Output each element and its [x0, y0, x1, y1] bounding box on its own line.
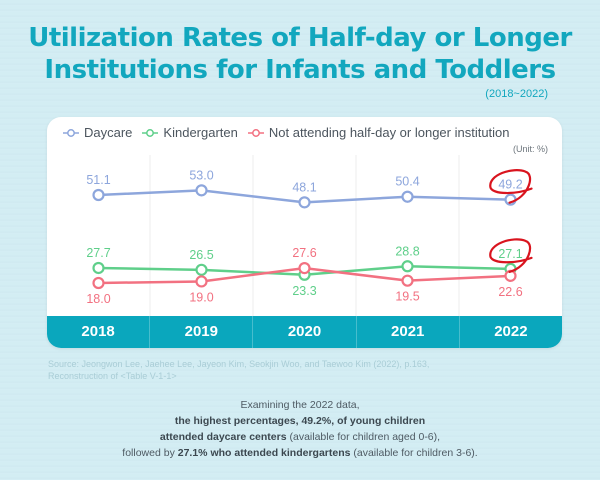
data-label-daycare: 49.2 — [498, 178, 522, 192]
legend-marker-not-attending-icon — [247, 128, 264, 137]
source-note: Source: Jeongwon Lee, Jaehee Lee, Jayeon… — [48, 358, 468, 382]
source-line-1: Source: Jeongwon Lee, Jaehee Lee, Jayeon… — [48, 359, 430, 369]
data-point-kindergarten — [401, 260, 414, 273]
legend-label-not-attending: Not attending half-day or longer institu… — [268, 125, 510, 140]
x-tick-label: 2021 — [355, 316, 459, 348]
x-tick-label: 2020 — [252, 316, 355, 348]
period-label: (2018~2022) — [485, 88, 548, 100]
title-line-1: Utilization Rates of Half-day or Longer — [28, 23, 572, 53]
data-label-daycare: 48.1 — [292, 180, 316, 194]
legend-marker-kindergarten-icon — [142, 128, 159, 137]
data-label-kindergarten: 28.8 — [395, 244, 419, 258]
caption-line-1: Examining the 2022 data, — [240, 399, 360, 411]
legend-item-not-attending: Not attending half-day or longer institu… — [247, 125, 510, 140]
caption-line-3-bold: attended daycare centers — [159, 431, 287, 443]
x-axis-year-bar: 2018 2019 2020 2021 2022 — [47, 316, 562, 348]
data-label-daycare: 51.1 — [86, 173, 110, 187]
x-tick-label: 2022 — [458, 316, 562, 348]
data-label-kindergarten: 26.5 — [189, 248, 213, 262]
source-line-2: Reconstruction of <Table V-1-1> — [48, 371, 177, 381]
data-point-kindergarten — [92, 261, 105, 275]
caption-line-4-pre: followed by — [122, 447, 178, 459]
legend-label-kindergarten: Kindergarten — [163, 125, 238, 140]
data-label-not_attending: 22.6 — [498, 285, 522, 299]
data-point-not_attending — [401, 274, 414, 287]
line-chart: 51.1 53.0 48.1 50.4 49.2 27.7 26.5 23.3 28.8 27.1… — [86, 155, 533, 316]
data-point-daycare — [92, 188, 105, 202]
highlight-circle-kindergarten — [489, 238, 533, 273]
data-label-not_attending: 19.5 — [395, 290, 419, 304]
legend-label-daycare: Daycare — [84, 125, 133, 140]
x-tick-label: 2019 — [149, 316, 252, 348]
data-label-kindergarten: 23.3 — [292, 284, 316, 298]
unit-label: (Unit: %) — [512, 144, 548, 154]
legend-item-daycare: Daycare — [63, 125, 132, 140]
data-point-kindergarten — [195, 263, 208, 276]
legend-item-kindergarten: Kindergarten — [142, 125, 238, 140]
caption-line-2-bold: the highest percentages, 49.2%, of young… — [174, 415, 426, 427]
data-point-not_attending — [298, 262, 311, 275]
chart-card: 51.1 53.0 48.1 50.4 49.2 27.7 26.5 23.3 28.8 27.1… — [47, 117, 562, 348]
data-point-not_attending — [195, 275, 208, 288]
data-label-daycare: 53.0 — [189, 168, 213, 182]
title-line-2: Institutions for Infants and Toddlers — [44, 55, 556, 85]
data-label-not_attending: 27.6 — [292, 246, 316, 260]
data-point-not_attending — [92, 276, 105, 290]
data-label-not_attending: 18.0 — [86, 292, 110, 306]
x-tick-label: 2018 — [81, 323, 115, 340]
caption-line-3-rest: (available for children aged 0-6), — [286, 431, 441, 443]
caption-line-4-rest: (available for children 3-6). — [350, 447, 478, 459]
page-title: Utilization Rates of Half-day or Longer … — [0, 22, 600, 86]
highlight-circle-daycare — [489, 169, 533, 204]
data-point-daycare — [195, 184, 208, 197]
data-label-kindergarten: 27.7 — [86, 246, 110, 260]
caption-line-4-bold: 27.1% who attended kindergartens — [177, 447, 351, 459]
data-label-not_attending: 19.0 — [189, 290, 213, 304]
caption: Examining the 2022 data, the highest per… — [0, 397, 600, 461]
data-label-kindergarten: 27.1 — [498, 247, 522, 261]
data-point-daycare — [401, 190, 414, 203]
legend: Daycare Kindergarten Not attending half-… — [63, 125, 510, 140]
legend-marker-daycare-icon — [63, 128, 79, 137]
data-point-daycare — [298, 196, 311, 209]
data-label-daycare: 50.4 — [395, 175, 419, 189]
